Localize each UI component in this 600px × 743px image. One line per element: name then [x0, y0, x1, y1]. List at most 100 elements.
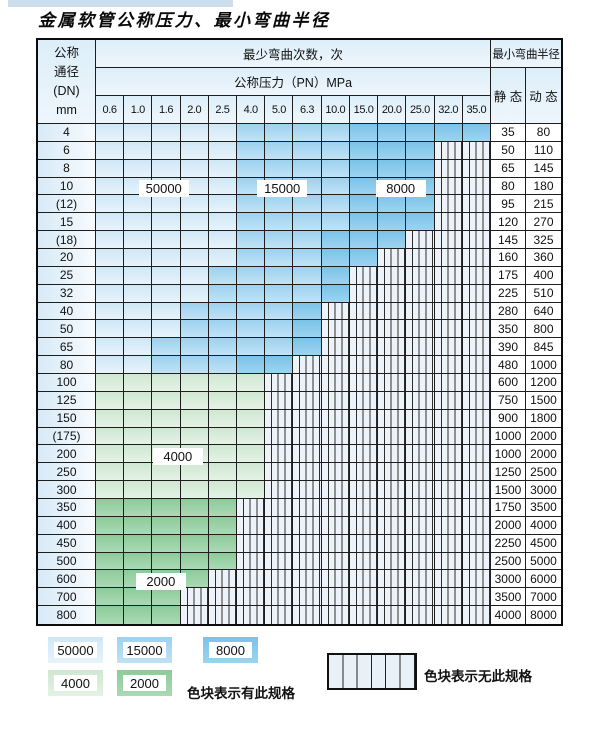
spec-cell	[462, 124, 491, 142]
cycle-count-label: 50000	[138, 180, 189, 197]
spec-cell	[124, 124, 153, 142]
no-spec-cell	[434, 606, 463, 624]
no-spec-cell	[237, 606, 266, 624]
no-spec-cell	[378, 552, 407, 571]
spec-cell	[406, 159, 435, 178]
spec-cell	[152, 374, 181, 392]
spec-cell	[180, 427, 209, 446]
no-spec-cell	[462, 338, 491, 357]
no-spec-cell	[434, 338, 463, 357]
pressure-tick: 10.0	[321, 96, 350, 124]
spec-cell	[265, 213, 294, 232]
static-radius-cell: 1500	[490, 481, 526, 499]
static-radius-cell: 3000	[490, 570, 526, 589]
no-spec-cell	[434, 320, 463, 339]
no-spec-cell	[349, 534, 379, 553]
spec-cell	[180, 141, 209, 160]
spec-cell	[180, 570, 209, 589]
no-spec-cell	[293, 499, 322, 517]
spec-cell	[237, 320, 266, 339]
no-spec-cell	[265, 391, 294, 410]
dn-cell: 150	[38, 409, 96, 428]
no-spec-cell	[321, 481, 350, 499]
static-radius-cell: 160	[490, 249, 526, 267]
dn-cell: 100	[38, 374, 96, 392]
no-spec-cell	[462, 516, 491, 535]
no-spec-cell	[321, 606, 350, 624]
no-spec-cell	[265, 463, 294, 482]
dn-cell: 8	[38, 159, 96, 178]
no-spec-cell	[349, 356, 379, 374]
spec-cell	[293, 320, 322, 339]
page-title: 金属软管公称压力、最小弯曲半径	[38, 11, 331, 31]
header-dn-line: mm	[56, 102, 77, 117]
spec-cell	[180, 231, 209, 249]
spec-cell	[237, 124, 266, 142]
no-spec-cell	[406, 249, 435, 267]
dn-cell: 80	[38, 356, 96, 374]
dynamic-radius-cell: 845	[525, 338, 561, 357]
pressure-tick: 0.6	[96, 96, 125, 124]
no-spec-cell	[434, 552, 463, 571]
no-spec-cell	[321, 588, 350, 607]
dynamic-radius-cell: 360	[525, 249, 561, 267]
no-spec-cell	[265, 534, 294, 553]
no-spec-cell	[434, 177, 463, 196]
dynamic-radius-cell: 7000	[525, 588, 561, 607]
spec-cell	[180, 320, 209, 339]
spec-cell	[208, 266, 238, 285]
header-nominal-pressure: 公称压力（PN）MPa	[96, 68, 491, 96]
spec-cell	[208, 195, 238, 214]
no-spec-cell	[406, 481, 435, 499]
no-spec-cell	[237, 534, 266, 553]
spec-cell	[208, 445, 238, 464]
no-spec-cell	[208, 588, 238, 607]
no-spec-cell	[434, 195, 463, 214]
no-spec-cell	[406, 356, 435, 374]
no-spec-cell	[378, 266, 407, 285]
spec-cell	[124, 266, 153, 285]
spec-cell	[208, 231, 238, 249]
no-spec-cell	[462, 552, 491, 571]
static-radius-cell: 280	[490, 302, 526, 321]
spec-cell	[96, 177, 125, 196]
spec-cell	[96, 374, 125, 392]
spec-cell	[293, 284, 322, 303]
spec-cell	[180, 552, 209, 571]
spec-cell	[96, 213, 125, 232]
legend-swatch-8000: 8000	[203, 637, 258, 663]
spec-cell	[124, 409, 153, 428]
dn-cell: 450	[38, 534, 96, 553]
spec-cell	[349, 159, 379, 178]
spec-cell	[208, 141, 238, 160]
no-spec-cell	[293, 481, 322, 499]
pressure-tick: 1.6	[152, 96, 181, 124]
spec-cell	[378, 124, 407, 142]
spec-cell	[96, 588, 125, 607]
spec-cell	[265, 195, 294, 214]
dn-cell: 25	[38, 266, 96, 285]
spec-cell	[152, 499, 181, 517]
no-spec-cell	[462, 231, 491, 249]
legend-no-spec-swatch	[327, 653, 417, 690]
dynamic-radius-cell: 8000	[525, 606, 561, 624]
no-spec-cell	[462, 159, 491, 178]
spec-cell	[152, 516, 181, 535]
spec-cell	[208, 481, 238, 499]
pressure-tick: 35.0	[462, 96, 491, 124]
spec-cell	[208, 356, 238, 374]
spec-cell	[124, 195, 153, 214]
no-spec-cell	[349, 302, 379, 321]
static-radius-cell: 4000	[490, 606, 526, 624]
no-spec-cell	[434, 302, 463, 321]
no-spec-cell	[321, 445, 350, 464]
dn-cell: 125	[38, 391, 96, 410]
header-dynamic: 动 态	[525, 68, 561, 124]
dynamic-radius-cell: 640	[525, 302, 561, 321]
legend-swatch-label: 4000	[54, 675, 97, 691]
spec-cell	[208, 552, 238, 571]
dynamic-radius-cell: 180	[525, 177, 561, 196]
spec-cell	[152, 302, 181, 321]
pressure-tick: 15.0	[349, 96, 379, 124]
spec-cell	[349, 141, 379, 160]
